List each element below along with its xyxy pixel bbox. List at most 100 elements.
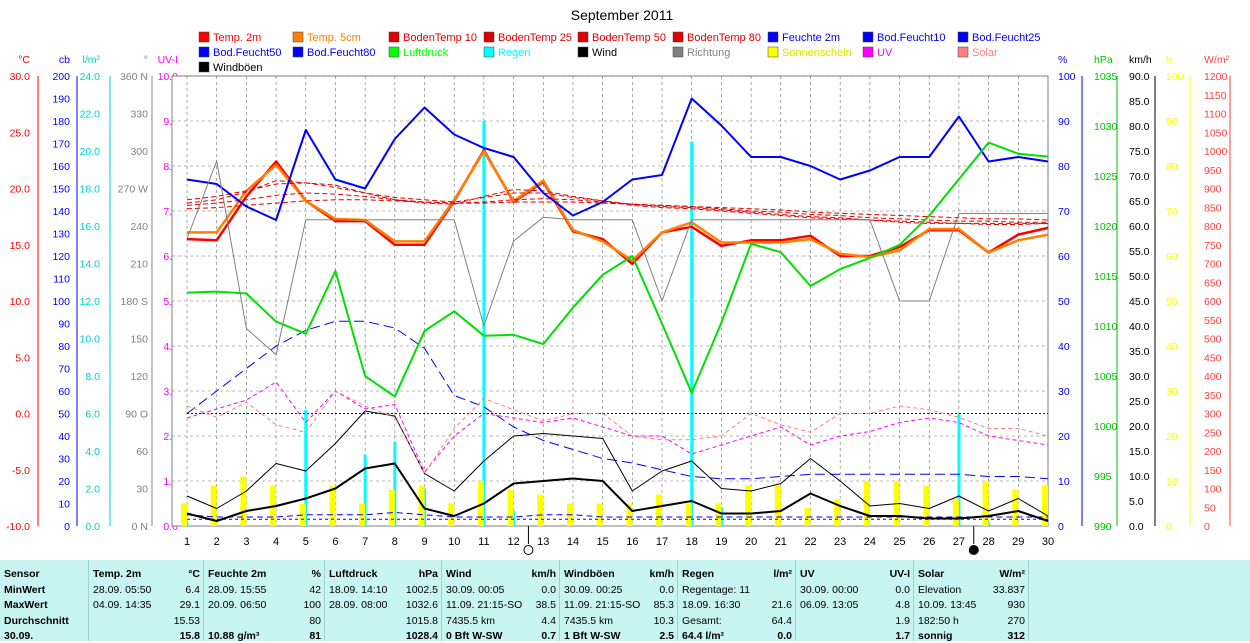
x-tick-label: 17 xyxy=(656,536,668,548)
axis-tick-label: 1005 xyxy=(1094,371,1118,383)
stats-row: 20.09. 06:50 100 xyxy=(208,599,321,612)
axis-tick-label: 100 xyxy=(1058,71,1076,83)
axis-tick-label: 60 xyxy=(58,386,70,398)
legend-entry: UV xyxy=(877,47,893,59)
stats-cell-detail: 28.09. 05:50 xyxy=(93,584,152,596)
axis-tick-label: 12.0 xyxy=(80,296,101,308)
stats-row: 18.09. 14:10 1002.5 xyxy=(329,584,438,597)
axis-tick-label: 10.0 xyxy=(10,296,31,308)
series-line-temp-5cm xyxy=(187,150,1049,262)
axis-unit-label: l/m² xyxy=(83,54,101,66)
grid xyxy=(172,75,1049,527)
axis-unit-label: h xyxy=(1166,54,1172,66)
axis-tick-label: 120 xyxy=(130,371,148,383)
stats-cell-detail: 0 Bft W-SW xyxy=(446,630,503,642)
stats-cell-detail: 18.09. 16:30 xyxy=(682,599,741,611)
axis-tick-label: 50 xyxy=(58,409,70,421)
stats-header-label: Feuchte 2m xyxy=(208,568,267,580)
series-line-feuchte-2m xyxy=(186,97,1049,221)
stats-row: 15.53 xyxy=(93,615,200,628)
stats-cell-detail: 64.4 l/m² xyxy=(682,630,725,642)
axis-tick-label: 1050 xyxy=(1204,127,1228,139)
legend-entry: Temp. 2m xyxy=(213,32,261,44)
axis-tick-label: 350 xyxy=(1204,390,1222,402)
stats-cell-detail: 7435.5 km xyxy=(446,615,496,627)
stats-cell-detail: sonnig xyxy=(918,630,953,642)
axis-tick-label: 10.0 xyxy=(80,334,101,346)
axis-tick-label: 40 xyxy=(58,431,70,443)
stats-cell-detail: 04.09. 14:35 xyxy=(93,599,152,611)
axis-tick-label: 20 xyxy=(1166,431,1178,443)
legend-swatch xyxy=(198,61,210,73)
axis-tick-label: 1100 xyxy=(1204,109,1227,121)
stats-cell-detail: 18.09. 14:10 xyxy=(329,584,388,596)
axis-tick-label: 10 xyxy=(1058,476,1070,488)
axis-tick-label: 150 xyxy=(130,334,148,346)
legend-swatch xyxy=(577,31,589,43)
x-tick-label: 20 xyxy=(745,536,757,548)
axis-tick-label: 90 xyxy=(58,319,70,331)
axis-tick-label: 70 xyxy=(58,364,70,376)
axis-tick-label: 25.0 xyxy=(1129,396,1150,408)
stats-cell-detail: 06.09. 13:05 xyxy=(800,599,859,611)
stats-header-label: UV xyxy=(800,568,815,580)
legend-entry: BodenTemp 50 xyxy=(592,32,666,44)
stats-cell-value: 1028.4 xyxy=(405,630,438,642)
stats-header-unit: km/h xyxy=(531,568,556,580)
sunshine-bar xyxy=(626,503,633,526)
stats-cell-value: 1015.8 xyxy=(405,615,438,627)
axis-tick-label: 40.0 xyxy=(1129,321,1150,333)
stats-label-max: MaxWert xyxy=(4,599,48,611)
axis-unit-label: ° xyxy=(144,54,148,66)
legend-entry: Solar xyxy=(972,47,998,59)
stats-header-label: Temp. 2m xyxy=(93,568,142,580)
x-tick-label: 27 xyxy=(953,536,965,548)
line-series xyxy=(186,97,1049,522)
stats-row: 10.88 g/m³ 81 xyxy=(208,630,321,643)
axis-tick-label: 4.0 xyxy=(85,446,100,458)
stats-feuchte-column: Feuchte 2m% 28.09. 15:55 42 20.09. 06:50 100… xyxy=(203,560,325,643)
stats-row: Gesamt: 64.4 xyxy=(682,615,792,628)
axis-tick-label: 600 xyxy=(1204,296,1222,308)
axis-tick-label: 15.0 xyxy=(10,240,31,252)
stats-row: 15.8 xyxy=(93,630,200,643)
stats-row: 1.9 xyxy=(800,615,910,628)
stats-cell-value: 2.5 xyxy=(659,630,674,642)
series-line-bodentemp-50 xyxy=(186,192,1048,223)
stats-header-label: Wind xyxy=(446,568,472,580)
stats-cell-value: 80 xyxy=(309,615,321,627)
stats-cell-detail: 30.09. 00:00 xyxy=(800,584,859,596)
stats-row: 30.09. 00:05 0.0 xyxy=(446,584,556,597)
stats-cell-detail: 30.09. 00:25 xyxy=(564,584,623,596)
legend-swatch xyxy=(483,46,495,58)
axis-tick-label: 75.0 xyxy=(1129,146,1150,158)
axis-tick-label: 90.0 xyxy=(1129,71,1150,83)
axis-tick-label: 550 xyxy=(1204,315,1222,327)
axis-tick-label: 1000 xyxy=(1094,421,1118,433)
stats-cell-value: 21.6 xyxy=(771,599,792,611)
x-tick-label: 7 xyxy=(362,536,368,548)
stats-row: 182:50 h 270 xyxy=(918,615,1025,628)
axis-tick-label: 200 xyxy=(1204,446,1222,458)
stats-row: 28.09. 15:55 42 xyxy=(208,584,321,597)
axis-tick-label: 900 xyxy=(1204,184,1222,196)
stats-cell-detail: 20.09. 06:50 xyxy=(208,599,267,611)
legend-swatch xyxy=(862,46,874,58)
stats-cell-value: 1.7 xyxy=(895,630,910,642)
axis-tick-label: 1015 xyxy=(1094,271,1118,283)
legend-swatch xyxy=(672,31,684,43)
stats-label-avg: Durchschnitt xyxy=(4,615,69,627)
axis-tick-label: 30 xyxy=(136,484,148,496)
x-tick-label: 25 xyxy=(893,536,905,548)
axis-tick-label: 990 xyxy=(1094,521,1112,533)
axis-tick-label: 150 xyxy=(52,184,70,196)
stats-header-unit: °C xyxy=(188,568,200,580)
stats-cell-detail: 182:50 h xyxy=(918,615,959,627)
series-line-wind xyxy=(186,462,1049,522)
axis-tick-label: 100 xyxy=(1166,71,1184,83)
stats-cell-detail: 10.88 g/m³ xyxy=(208,630,260,642)
x-tick-label: 8 xyxy=(392,536,398,548)
legend-entry: BodenTemp 80 xyxy=(687,32,761,44)
stats-header-label: Windböen xyxy=(564,568,615,580)
sunshine-bar xyxy=(656,494,663,526)
